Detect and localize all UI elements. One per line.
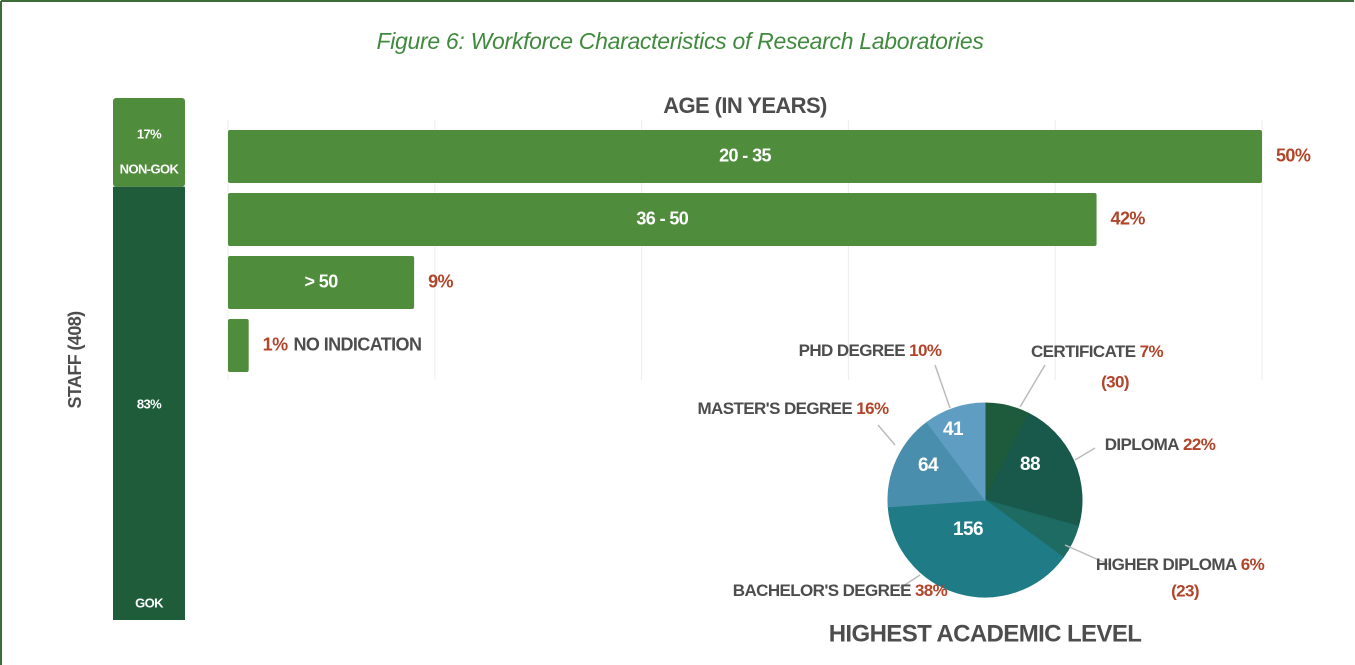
leader-line bbox=[877, 424, 896, 446]
percent-label: 6% bbox=[1241, 555, 1265, 574]
segment-label: GOK bbox=[135, 595, 164, 610]
category-label: PHD DEGREE bbox=[799, 341, 906, 360]
bar bbox=[228, 193, 1097, 246]
category-label: CERTIFICATE bbox=[1031, 342, 1136, 361]
value-label: 41 bbox=[943, 419, 964, 440]
pie-slice bbox=[887, 421, 986, 508]
category-label: HIGHER DIPLOMA bbox=[1096, 555, 1237, 574]
category-label: DIPLOMA bbox=[1105, 435, 1180, 454]
percent-label: 10% bbox=[909, 341, 942, 360]
leader-line bbox=[1064, 544, 1111, 566]
category-label: > 50 bbox=[304, 271, 338, 291]
stack-segment bbox=[113, 98, 185, 187]
value-label: 156 bbox=[953, 519, 983, 540]
chart-title: HIGHEST ACADEMIC LEVEL bbox=[829, 620, 1142, 647]
stack-segment bbox=[113, 186, 185, 621]
category-label: NO INDICATION bbox=[294, 334, 422, 354]
value-label: (23) bbox=[1171, 581, 1199, 600]
value-label: 42% bbox=[1111, 208, 1146, 228]
leader-line bbox=[934, 364, 951, 409]
bar bbox=[228, 319, 249, 372]
category-label: BACHELOR'S DEGREE bbox=[733, 581, 911, 600]
pie-slice bbox=[926, 402, 986, 502]
pie-slice bbox=[887, 499, 1064, 598]
value-label: 17% bbox=[137, 126, 162, 141]
value-label: 1% bbox=[263, 334, 288, 354]
leader-line bbox=[1074, 447, 1096, 461]
slice-label: HIGHER DIPLOMA 6% bbox=[1096, 555, 1265, 574]
slice-label: DIPLOMA 22% bbox=[1105, 435, 1216, 454]
pie-slice bbox=[984, 412, 1083, 527]
percent-label: 22% bbox=[1183, 435, 1216, 454]
leader-line bbox=[1019, 364, 1046, 408]
category-label: MASTER'S DEGREE bbox=[697, 399, 852, 418]
bar bbox=[228, 130, 1262, 183]
percent-label: 7% bbox=[1140, 342, 1164, 361]
leader-line bbox=[899, 574, 921, 589]
figure-title: Figure 6: Workforce Characteristics of R… bbox=[376, 28, 984, 54]
category-label: 20 - 35 bbox=[719, 145, 771, 165]
chart-title: AGE (IN YEARS) bbox=[663, 93, 827, 118]
slice-label: CERTIFICATE 7% bbox=[1031, 342, 1164, 361]
value-label: 50% bbox=[1276, 145, 1311, 165]
value-label: 9% bbox=[428, 271, 453, 291]
y-axis-label: STAFF (408) bbox=[65, 311, 85, 409]
slice-label: BACHELOR'S DEGREE 38% bbox=[733, 581, 948, 600]
slice-label: PHD DEGREE 10% bbox=[799, 341, 942, 360]
bar bbox=[228, 256, 415, 309]
segment-label: NON-GOK bbox=[120, 161, 180, 176]
slice-label: MASTER'S DEGREE 16% bbox=[697, 399, 889, 418]
value-label: 83% bbox=[137, 396, 162, 411]
value-label: 64 bbox=[918, 455, 939, 476]
value-label: (30) bbox=[1101, 372, 1129, 391]
category-label: 36 - 50 bbox=[636, 208, 688, 228]
percent-label: 16% bbox=[856, 399, 889, 418]
percent-label: 38% bbox=[915, 581, 948, 600]
value-label: 88 bbox=[1020, 454, 1040, 475]
